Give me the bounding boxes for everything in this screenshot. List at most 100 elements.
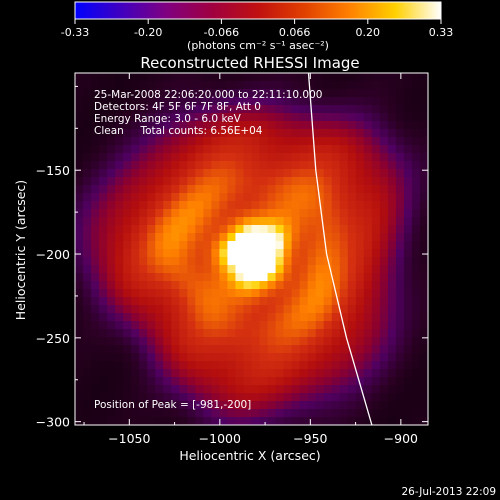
heatmap-cell bbox=[155, 385, 164, 394]
heatmap-cell bbox=[243, 137, 253, 146]
heatmap-cell bbox=[83, 145, 92, 154]
heatmap-cell bbox=[403, 361, 413, 370]
heatmap-cell bbox=[163, 401, 172, 410]
heatmap-cell bbox=[419, 401, 428, 410]
heatmap-cell bbox=[227, 89, 237, 98]
heatmap-cell bbox=[171, 121, 180, 130]
heatmap-cell bbox=[307, 161, 317, 170]
heatmap-cell bbox=[91, 305, 100, 314]
heatmap-cell bbox=[211, 249, 221, 258]
heatmap-cell bbox=[299, 273, 309, 282]
heatmap-cell bbox=[347, 401, 357, 410]
heatmap-cell bbox=[283, 289, 293, 298]
heatmap-cell bbox=[419, 393, 428, 402]
heatmap-cell bbox=[187, 169, 196, 178]
heatmap-cell bbox=[371, 377, 381, 386]
heatmap-cell bbox=[355, 161, 365, 170]
heatmap-cell bbox=[387, 233, 397, 242]
heatmap-cell bbox=[395, 193, 405, 202]
heatmap-cell bbox=[283, 97, 293, 106]
heatmap-cell bbox=[131, 345, 140, 354]
heatmap-cell bbox=[299, 185, 309, 194]
heatmap-cell bbox=[291, 121, 301, 130]
heatmap-cell bbox=[99, 281, 108, 290]
heatmap-cell bbox=[275, 233, 285, 242]
heatmap-cell bbox=[379, 145, 389, 154]
heatmap-cell bbox=[291, 289, 301, 298]
heatmap-cell bbox=[419, 169, 428, 178]
heatmap-cell bbox=[299, 265, 309, 274]
heatmap-cell bbox=[155, 289, 164, 298]
heatmap-cell bbox=[107, 417, 116, 425]
heatmap-cell bbox=[403, 273, 413, 282]
heatmap-cell bbox=[315, 369, 325, 378]
heatmap-cell bbox=[347, 297, 357, 306]
heatmap-cell bbox=[331, 297, 341, 306]
heatmap-cell bbox=[419, 305, 428, 314]
heatmap-cell bbox=[395, 201, 405, 210]
heatmap-cell bbox=[75, 145, 84, 154]
heatmap-cell bbox=[339, 337, 349, 346]
heatmap-cell bbox=[347, 185, 357, 194]
heatmap-cell bbox=[163, 129, 172, 138]
heatmap-cell bbox=[275, 73, 285, 82]
heatmap-cell bbox=[91, 209, 100, 218]
heatmap-cell bbox=[107, 113, 116, 122]
heatmap-cell bbox=[107, 73, 116, 82]
heatmap-cell bbox=[419, 417, 428, 425]
heatmap-cell bbox=[419, 345, 428, 354]
heatmap-cell bbox=[403, 337, 413, 346]
heatmap-cell bbox=[83, 201, 92, 210]
heatmap-cell bbox=[235, 369, 245, 378]
heatmap-cell bbox=[379, 265, 389, 274]
heatmap-cell bbox=[203, 113, 212, 122]
heatmap-cell bbox=[251, 377, 261, 386]
heatmap-cell bbox=[75, 305, 84, 314]
heatmap-cell bbox=[123, 113, 132, 122]
heatmap-cell bbox=[419, 313, 428, 322]
heatmap-cell bbox=[291, 113, 301, 122]
heatmap-cell bbox=[259, 265, 269, 274]
heatmap-cell bbox=[411, 137, 421, 146]
heatmap-cell bbox=[99, 153, 108, 162]
heatmap-cell bbox=[227, 377, 237, 386]
heatmap-cell bbox=[243, 361, 253, 370]
heatmap-cell bbox=[115, 385, 124, 394]
heatmap-cell bbox=[371, 97, 381, 106]
heatmap-cell bbox=[115, 257, 124, 266]
heatmap-cell bbox=[267, 249, 277, 258]
heatmap-cell bbox=[323, 385, 333, 394]
heatmap-cell bbox=[115, 145, 124, 154]
heatmap-cell bbox=[379, 345, 389, 354]
heatmap-cell bbox=[331, 185, 341, 194]
heatmap-cell bbox=[187, 81, 196, 90]
heatmap-cell bbox=[219, 273, 229, 282]
heatmap-cell bbox=[203, 249, 212, 258]
heatmap-cell bbox=[91, 169, 100, 178]
heatmap-cell bbox=[363, 113, 373, 122]
heatmap-cell bbox=[227, 145, 237, 154]
heatmap-cell bbox=[235, 297, 245, 306]
heatmap-cell bbox=[299, 393, 309, 402]
heatmap-cell bbox=[403, 145, 413, 154]
heatmap-cell bbox=[107, 401, 116, 410]
heatmap-cell bbox=[323, 409, 333, 418]
x-tick-label: −1000 bbox=[199, 431, 241, 446]
heatmap-cell bbox=[299, 81, 309, 90]
heatmap-cell bbox=[379, 377, 389, 386]
heatmap-cell bbox=[227, 193, 237, 202]
heatmap-cell bbox=[219, 393, 229, 402]
heatmap-cell bbox=[171, 361, 180, 370]
heatmap-cell bbox=[243, 417, 253, 425]
heatmap-cell bbox=[179, 393, 188, 402]
heatmap-cell bbox=[147, 129, 156, 138]
heatmap-image bbox=[75, 73, 428, 425]
heatmap-cell bbox=[211, 169, 221, 178]
x-axis-ticks: −1050 −1000 −950 −900 bbox=[83, 73, 418, 446]
heatmap-cell bbox=[347, 369, 357, 378]
heatmap-cell bbox=[235, 73, 245, 82]
heatmap-cell bbox=[123, 337, 132, 346]
heatmap-cell bbox=[283, 193, 293, 202]
heatmap-cell bbox=[147, 297, 156, 306]
